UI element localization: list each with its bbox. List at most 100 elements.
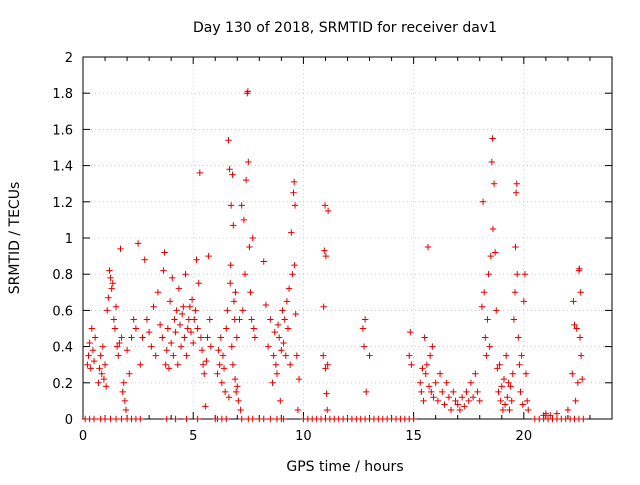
data-point (525, 406, 532, 414)
data-point (360, 343, 368, 350)
data-point (281, 316, 288, 323)
data-point (320, 303, 327, 310)
data-point (420, 397, 427, 405)
data-point (577, 289, 584, 296)
data-point (193, 256, 200, 263)
data-point (493, 307, 500, 314)
data-point (463, 388, 470, 396)
data-point (489, 135, 496, 142)
data-point (491, 249, 499, 256)
data-point (230, 298, 238, 305)
data-point (511, 289, 519, 296)
data-point (359, 325, 367, 332)
data-point (489, 225, 497, 233)
data-point (434, 397, 442, 405)
data-point (428, 388, 435, 396)
data-point (115, 352, 122, 359)
data-point (216, 361, 223, 368)
y-tick-label: 0.2 (52, 377, 73, 392)
data-point (100, 375, 108, 383)
data-point (430, 394, 437, 401)
data-point (197, 334, 205, 341)
data-point (291, 261, 298, 269)
data-point (271, 328, 278, 336)
data-point (508, 397, 515, 405)
data-point (150, 303, 157, 310)
data-point (139, 334, 146, 341)
data-point (181, 334, 188, 341)
data-point (97, 352, 104, 359)
data-point (166, 298, 174, 305)
data-point (443, 379, 450, 386)
y-tick-label: 0.4 (52, 341, 73, 356)
data-point (576, 265, 583, 272)
data-point (246, 243, 253, 251)
data-point (180, 303, 187, 310)
data-point (577, 352, 585, 359)
data-point (232, 388, 240, 396)
data-point (580, 415, 587, 423)
data-point (191, 316, 198, 323)
data-point (483, 352, 490, 359)
data-point (406, 352, 413, 359)
data-point (167, 339, 175, 347)
data-point (542, 410, 550, 417)
data-point (119, 388, 126, 396)
data-point (141, 256, 148, 263)
data-point (126, 370, 133, 377)
data-point (479, 198, 487, 205)
data-point (159, 334, 166, 341)
data-point (250, 325, 258, 332)
data-point (163, 347, 170, 354)
data-point (242, 176, 250, 184)
data-point (267, 415, 274, 423)
x-tick-label: 0 (79, 429, 87, 444)
data-point (110, 316, 118, 323)
data-point (569, 370, 576, 377)
data-point (361, 316, 369, 323)
data-point (277, 397, 284, 405)
data-point (280, 339, 287, 347)
data-point (137, 415, 144, 423)
data-point (572, 397, 579, 405)
data-point (260, 258, 267, 265)
data-point (249, 415, 256, 423)
x-tick-label: 10 (295, 429, 312, 444)
data-point (579, 375, 586, 383)
data-point (274, 321, 282, 329)
data-point (245, 158, 252, 166)
data-point (95, 379, 102, 386)
data-point (500, 375, 508, 383)
data-point (215, 347, 222, 354)
data-point (190, 339, 197, 347)
data-point (288, 229, 295, 236)
x-axis-label: GPS time / hours (286, 459, 403, 475)
data-point (106, 267, 113, 274)
data-point (236, 316, 243, 323)
data-point (480, 289, 488, 296)
data-point (279, 307, 286, 314)
data-point (98, 370, 105, 377)
data-point (132, 325, 140, 332)
data-point (231, 375, 239, 383)
data-point (172, 328, 179, 336)
data-point (202, 403, 209, 410)
data-point (247, 289, 254, 296)
data-point (324, 406, 331, 414)
data-point (512, 243, 519, 251)
data-point (244, 88, 252, 95)
data-point (175, 285, 183, 292)
data-point (270, 352, 277, 359)
data-point (484, 316, 491, 323)
data-point (498, 383, 505, 390)
data-point (227, 280, 234, 287)
data-point (220, 365, 228, 372)
data-point (456, 406, 464, 414)
data-point (230, 222, 237, 229)
data-point (235, 397, 242, 405)
data-point (101, 361, 109, 368)
data-point (518, 352, 525, 359)
data-point (478, 303, 486, 310)
data-point (192, 307, 199, 314)
